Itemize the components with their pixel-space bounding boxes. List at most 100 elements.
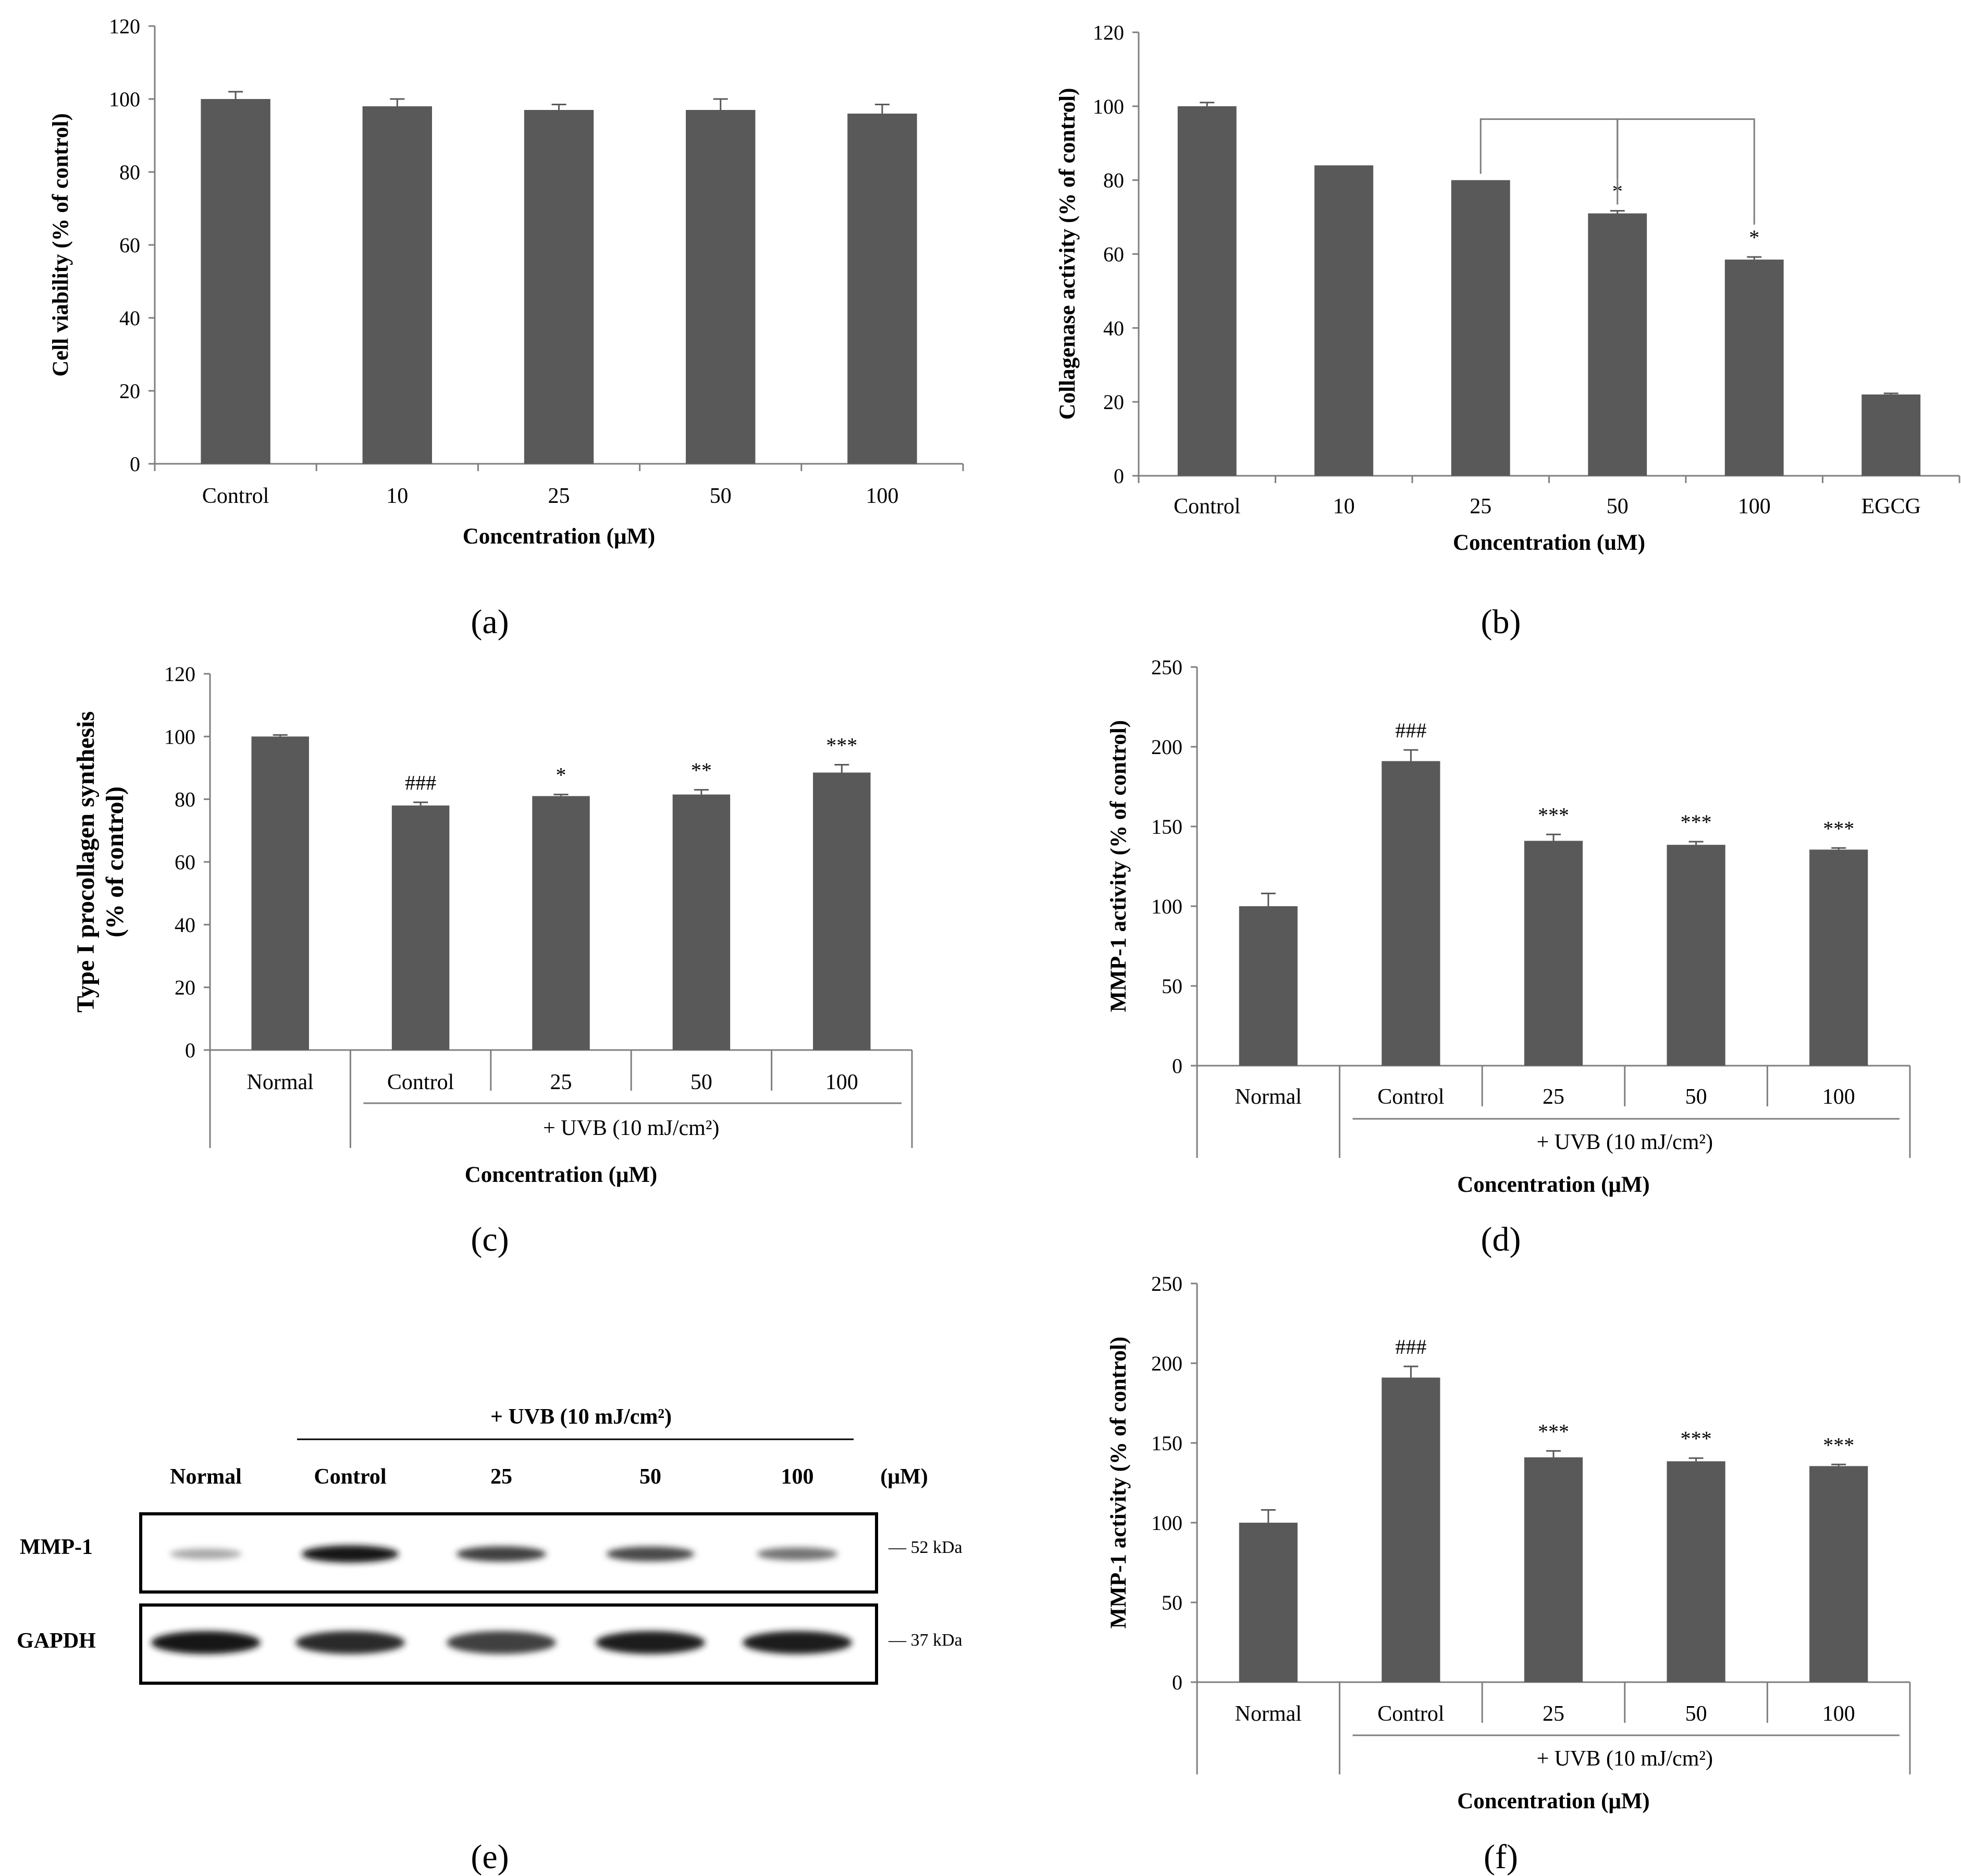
blot-band	[596, 1631, 705, 1654]
blot-row-label-mmp1: MMP-1	[20, 1535, 93, 1559]
x-category-label: 10	[386, 484, 408, 508]
bar	[813, 772, 871, 1050]
x-axis-title: Concentration (uM)	[1453, 530, 1645, 555]
y-axis-title: Type I procollagen synthesis(% of contro…	[72, 711, 129, 1013]
y-axis-title: MMP-1 activity (% of control)	[1106, 1337, 1131, 1628]
chart-a-cell-viability: 0 20 40 60 80 100 120 Control 10 25 50 100 Concentra…	[48, 15, 964, 549]
y-axis-title: Collagenase activity (% of control)	[1055, 88, 1080, 420]
blot-band	[295, 1631, 405, 1654]
y-tick-label: 100	[1151, 895, 1182, 918]
group-label: + UVB (10 mJ/cm²)	[1537, 1130, 1713, 1154]
blot-lane-label: 100	[781, 1465, 814, 1489]
significance-mark: *	[1749, 226, 1759, 249]
x-category-label: Control	[1377, 1702, 1444, 1726]
y-tick-label: 80	[1103, 169, 1124, 192]
y-tick-label: 20	[175, 976, 195, 999]
bar	[1239, 906, 1298, 1066]
comparison-bracket	[1479, 118, 1619, 179]
bar	[1667, 845, 1725, 1066]
bar	[391, 805, 450, 1050]
bar	[251, 736, 309, 1050]
x-category-label: 50	[1607, 495, 1629, 519]
y-tick-label: 250	[1151, 656, 1182, 679]
bar	[1314, 165, 1374, 476]
blot-bands-gapdh	[151, 1631, 852, 1654]
y-tick-label: 60	[119, 233, 140, 257]
bar	[1451, 180, 1510, 476]
significance-mark: ***	[1681, 1427, 1712, 1450]
group-label: + UVB (10 mJ/cm²)	[1537, 1747, 1713, 1771]
x-axis-title: Concentration (μM)	[463, 524, 656, 549]
y-tick-label: 20	[119, 379, 140, 403]
blot-band	[743, 1631, 852, 1654]
y-tick-label: 40	[119, 306, 140, 330]
significance-mark: ###	[1395, 719, 1426, 742]
significance-mark: ***	[1823, 817, 1854, 840]
bar	[201, 99, 270, 464]
x-category-label: Control	[387, 1070, 454, 1094]
significance-mark: ***	[1823, 1433, 1854, 1457]
x-category-label: Normal	[1235, 1702, 1302, 1726]
bar	[1524, 841, 1583, 1066]
bar	[1809, 849, 1868, 1066]
x-axis-title: Concentration (μM)	[1457, 1789, 1650, 1813]
y-tick-label: 120	[109, 15, 140, 38]
y-tick-label: 60	[1103, 243, 1124, 266]
x-category-label: 10	[1333, 495, 1355, 519]
x-category-label: 50	[710, 484, 732, 508]
x-category-label: 100	[825, 1070, 858, 1094]
chart-c-procollagen-synthesis: 0 20 40 60 80 100 120 Normal ### Control * 25 ** 50 **…	[72, 662, 913, 1187]
panel-label-f: (f)	[1484, 1838, 1518, 1876]
y-tick-label: 40	[1103, 316, 1124, 340]
significance-mark: ***	[826, 733, 857, 757]
y-tick-label: 200	[1151, 735, 1182, 759]
y-axis-title: MMP-1 activity (% of control)	[1106, 720, 1131, 1012]
y-tick-label: 100	[164, 725, 195, 748]
blot-kda-gapdh: — 37 kDa	[888, 1631, 963, 1650]
y-tick-label: 0	[1114, 464, 1124, 488]
significance-mark: **	[691, 759, 712, 782]
x-category-label: Control	[1377, 1085, 1444, 1109]
blot-band	[606, 1546, 695, 1562]
x-category-label: 50	[1685, 1085, 1707, 1109]
x-category-label: EGCG	[1861, 495, 1921, 519]
blot-band	[170, 1548, 242, 1560]
blot-lane-label: 50	[639, 1465, 661, 1489]
bar	[1239, 1523, 1298, 1682]
x-category-label: 50	[1685, 1702, 1707, 1726]
y-tick-label: 120	[164, 662, 195, 686]
y-tick-label: 250	[1151, 1272, 1182, 1295]
y-tick-label: 40	[175, 913, 195, 936]
bar	[1809, 1466, 1868, 1682]
x-axis-title: Concentration (μM)	[465, 1163, 658, 1187]
x-category-label: 100	[1738, 495, 1771, 519]
y-tick-label: 100	[1093, 95, 1124, 118]
y-tick-label: 200	[1151, 1352, 1182, 1375]
y-tick-label: 120	[1093, 21, 1124, 44]
y-axis-title-line: (% of control)	[101, 786, 129, 937]
y-axis-title: Cell viability (% of control)	[48, 113, 73, 377]
x-category-label: 50	[690, 1070, 712, 1094]
x-category-label: 25	[1543, 1702, 1564, 1726]
blot-band	[757, 1547, 838, 1561]
blot-kda-mmp1: — 52 kDa	[888, 1538, 963, 1557]
western-blot: + UVB (10 mJ/cm²) Normal Control 25 50 1…	[17, 1405, 963, 1685]
y-tick-label: 150	[1151, 815, 1182, 838]
chart-d-mmp1-activity: 0 50 100 150 200 250 Normal ### Control *** 25 *** 5…	[1106, 656, 1911, 1197]
bar	[362, 106, 432, 464]
y-tick-label: 100	[1151, 1511, 1182, 1535]
bar	[532, 796, 590, 1050]
significance-mark: ***	[1538, 1420, 1569, 1443]
y-tick-label: 50	[1162, 1591, 1182, 1614]
significance-mark: ***	[1538, 803, 1569, 826]
x-category-label: 100	[1822, 1085, 1855, 1109]
x-category-label: Normal	[247, 1070, 314, 1094]
blot-lane-label: Control	[314, 1465, 386, 1489]
comparison-bracket	[1617, 118, 1755, 225]
bar	[1861, 394, 1921, 476]
x-category-label: Control	[1174, 495, 1240, 519]
x-category-label: Control	[202, 484, 269, 508]
x-category-label: 100	[1822, 1702, 1855, 1726]
